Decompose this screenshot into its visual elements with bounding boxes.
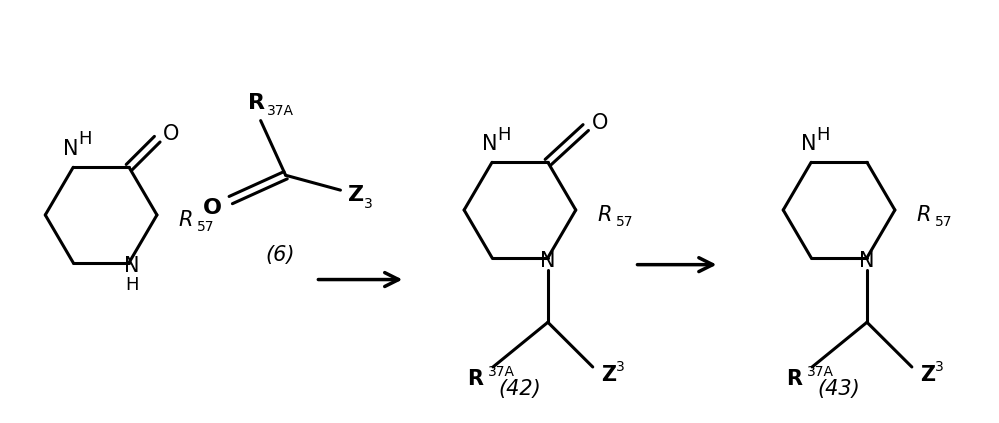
Text: N: N xyxy=(540,251,555,271)
Text: 3: 3 xyxy=(935,360,944,374)
Text: 37A: 37A xyxy=(488,365,514,379)
Text: 57: 57 xyxy=(935,215,952,229)
Text: O: O xyxy=(204,198,223,218)
Text: (42): (42) xyxy=(499,379,541,399)
Text: H: H xyxy=(125,275,139,294)
Text: N: N xyxy=(483,135,498,154)
Text: R: R xyxy=(917,205,931,225)
Text: 37A: 37A xyxy=(806,365,833,379)
Text: N: N xyxy=(801,135,817,154)
Text: Z: Z xyxy=(920,365,935,385)
Text: Z: Z xyxy=(349,185,365,205)
Text: N: N xyxy=(124,255,140,276)
Text: R: R xyxy=(468,369,484,389)
Text: R: R xyxy=(179,210,194,230)
Text: H: H xyxy=(816,126,830,143)
Text: R: R xyxy=(786,369,802,389)
Text: H: H xyxy=(78,130,92,148)
Text: (43): (43) xyxy=(817,379,860,399)
Text: 57: 57 xyxy=(197,220,215,234)
Text: 3: 3 xyxy=(364,197,373,211)
Text: (6): (6) xyxy=(266,245,296,265)
Text: N: N xyxy=(64,140,79,159)
Text: R: R xyxy=(248,93,265,113)
Text: 37A: 37A xyxy=(267,104,294,118)
Text: 57: 57 xyxy=(615,215,633,229)
Text: Z: Z xyxy=(601,365,616,385)
Text: 3: 3 xyxy=(616,360,625,374)
Text: R: R xyxy=(597,205,612,225)
Text: H: H xyxy=(498,126,510,143)
Text: O: O xyxy=(163,124,180,144)
Text: O: O xyxy=(591,113,608,132)
Text: N: N xyxy=(859,251,875,271)
